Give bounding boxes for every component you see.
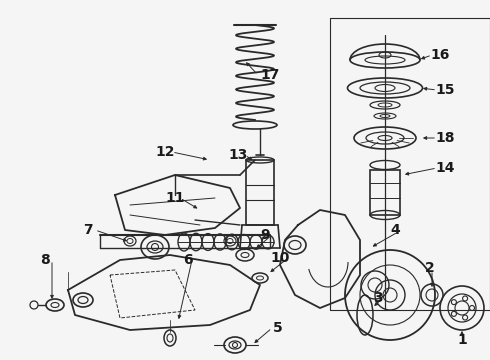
Text: 10: 10 [270, 251, 290, 265]
Text: 18: 18 [435, 131, 455, 145]
Text: 14: 14 [435, 161, 455, 175]
Text: 12: 12 [155, 145, 175, 159]
Text: 16: 16 [430, 48, 450, 62]
Text: 15: 15 [435, 83, 455, 97]
Text: 11: 11 [165, 191, 185, 205]
Text: 7: 7 [83, 223, 93, 237]
Text: 9: 9 [260, 228, 270, 242]
Bar [246, 160, 274, 225]
Text: 4: 4 [390, 223, 400, 237]
Text: 3: 3 [373, 291, 383, 305]
Bar [370, 170, 400, 215]
Text: 8: 8 [40, 253, 50, 267]
Text: 6: 6 [183, 253, 193, 267]
Text: 17: 17 [260, 68, 280, 82]
Text: 1: 1 [457, 333, 467, 347]
Text: 13: 13 [228, 148, 247, 162]
Text: 2: 2 [425, 261, 435, 275]
Text: 5: 5 [273, 321, 283, 335]
